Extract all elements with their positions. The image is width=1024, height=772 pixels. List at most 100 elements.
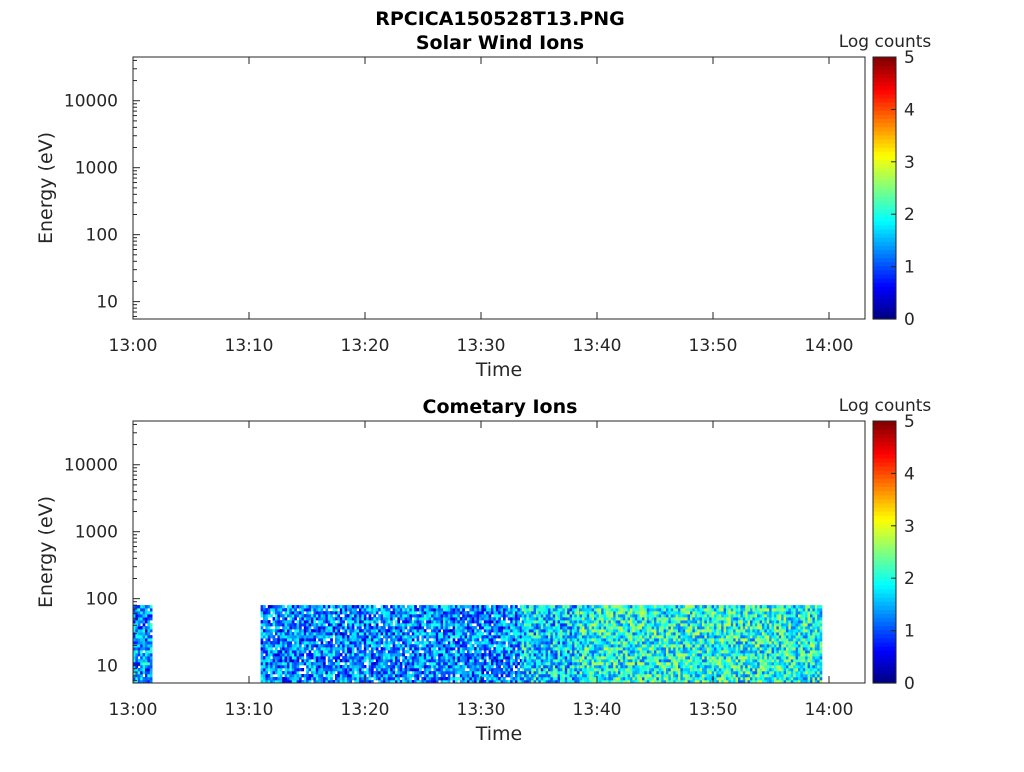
- heatmap-cell: [407, 617, 410, 620]
- heatmap-cell: [493, 617, 496, 620]
- heatmap-cell: [510, 653, 513, 656]
- heatmap-cell: [481, 665, 484, 668]
- heatmap-cell: [664, 665, 667, 668]
- heatmap-cell: [301, 632, 304, 635]
- heatmap-cell: [405, 659, 408, 662]
- heatmap-cell: [501, 662, 504, 665]
- heatmap-cell: [680, 632, 683, 635]
- heatmap-cell: [426, 647, 429, 650]
- heatmap-cell: [429, 677, 432, 680]
- heatmap-cell: [709, 665, 712, 668]
- heatmap-cell: [138, 608, 141, 611]
- heatmap-cell: [580, 656, 583, 659]
- heatmap-cell: [340, 611, 343, 614]
- heatmap-cell: [330, 620, 333, 623]
- heatmap-cell: [414, 641, 417, 644]
- heatmap-cell: [371, 617, 374, 620]
- heatmap-cell: [666, 650, 669, 653]
- heatmap-cell: [668, 623, 671, 626]
- heatmap-cell: [445, 617, 448, 620]
- heatmap-cell: [292, 653, 295, 656]
- heatmap-cell: [666, 629, 669, 632]
- heatmap-cell: [625, 626, 628, 629]
- heatmap-cell: [505, 626, 508, 629]
- heatmap-cell: [277, 635, 280, 638]
- heatmap-cell: [496, 617, 499, 620]
- heatmap-cell: [562, 614, 565, 617]
- heatmap-cell: [567, 668, 570, 671]
- heatmap-cell: [498, 647, 501, 650]
- heatmap-cell: [683, 659, 686, 662]
- heatmap-cell: [145, 635, 148, 638]
- colorbar-tick-label: 1: [904, 258, 915, 278]
- heatmap-cell: [501, 653, 504, 656]
- heatmap-cell: [412, 668, 415, 671]
- heatmap-cell: [323, 623, 326, 626]
- heatmap-cell: [457, 677, 460, 680]
- colorbar-swatch: [873, 311, 896, 316]
- heatmap-cell: [683, 665, 686, 668]
- heatmap-cell: [704, 614, 707, 617]
- heatmap-cell: [455, 665, 458, 668]
- heatmap-cell: [642, 611, 645, 614]
- heatmap-cell: [405, 662, 408, 665]
- heatmap-cell: [659, 659, 662, 662]
- heatmap-cell: [580, 671, 583, 674]
- heatmap-cell: [138, 674, 141, 677]
- heatmap-cell: [261, 635, 264, 638]
- heatmap-cell: [680, 638, 683, 641]
- heatmap-cell: [501, 623, 504, 626]
- heatmap-cell: [333, 626, 336, 629]
- heatmap-cell: [553, 614, 556, 617]
- heatmap-cell: [558, 641, 561, 644]
- heatmap-cell: [498, 650, 501, 653]
- heatmap-cell: [546, 614, 549, 617]
- heatmap-cell: [309, 611, 312, 614]
- heatmap-cell: [524, 668, 527, 671]
- heatmap-cell: [352, 638, 355, 641]
- heatmap-cell: [567, 659, 570, 662]
- heatmap-cell: [414, 608, 417, 611]
- heatmap-cell: [289, 623, 292, 626]
- heatmap-cell: [455, 620, 458, 623]
- heatmap-cell: [385, 623, 388, 626]
- heatmap-cell: [625, 653, 628, 656]
- heatmap-cell: [628, 623, 631, 626]
- heatmap-cell: [709, 656, 712, 659]
- heatmap-cell: [668, 662, 671, 665]
- heatmap-cell: [397, 614, 400, 617]
- heatmap-cell: [323, 647, 326, 650]
- heatmap-cell: [265, 668, 268, 671]
- heatmap-cell: [637, 671, 640, 674]
- heatmap-cell: [361, 629, 364, 632]
- heatmap-cell: [541, 668, 544, 671]
- heatmap-cell: [354, 641, 357, 644]
- heatmap-cell: [541, 674, 544, 677]
- heatmap-cell: [306, 623, 309, 626]
- heatmap-cell: [325, 671, 328, 674]
- heatmap-cell: [321, 608, 324, 611]
- heatmap-cell: [608, 644, 611, 647]
- heatmap-cell: [562, 659, 565, 662]
- heatmap-cell: [683, 656, 686, 659]
- heatmap-cell: [659, 632, 662, 635]
- heatmap-cell: [628, 644, 631, 647]
- heatmap-cell: [690, 641, 693, 644]
- heatmap-cell: [508, 656, 511, 659]
- heatmap-cell: [611, 620, 614, 623]
- y-tick-label: 1000: [75, 159, 118, 179]
- heatmap-cell: [369, 611, 372, 614]
- heatmap-cell: [333, 665, 336, 668]
- heatmap-cell: [438, 653, 441, 656]
- heatmap-cell: [613, 632, 616, 635]
- heatmap-cell: [438, 611, 441, 614]
- heatmap-cell: [524, 656, 527, 659]
- heatmap-cell: [474, 674, 477, 677]
- heatmap-cell: [421, 620, 424, 623]
- heatmap-cell: [460, 632, 463, 635]
- heatmap-cell: [558, 671, 561, 674]
- heatmap-cell: [517, 674, 520, 677]
- heatmap-cell: [457, 671, 460, 674]
- heatmap-cell: [567, 635, 570, 638]
- heatmap-cell: [340, 677, 343, 680]
